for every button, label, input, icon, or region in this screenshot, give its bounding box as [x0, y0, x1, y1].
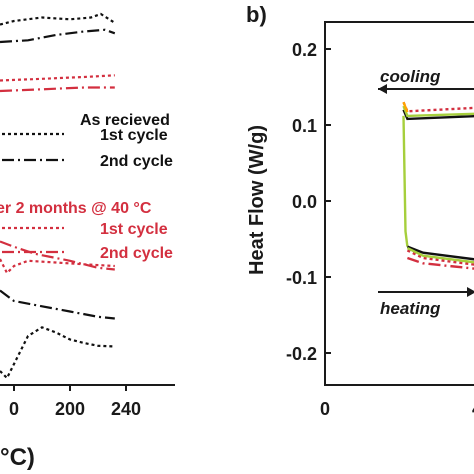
- panel-b: b) Heat Flow (W/g) 0.2 0.1 0.0 -0.1 -0.2 0 40…: [246, 2, 474, 419]
- panel-b-x-tick-label: 40: [472, 399, 474, 419]
- panel-a-legend: As recieved 1st cycle 2nd cycle er 2 mon…: [0, 112, 173, 262]
- panel-b-y-tick-label: 0.0: [292, 192, 317, 212]
- panel-a-x-label: °C): [0, 444, 35, 471]
- panel-b-series-line-6: [406, 249, 474, 266]
- panel-b-y-tick-label: 0.2: [292, 40, 317, 60]
- panel-b-annotation-2: heating: [380, 299, 441, 318]
- legend-group1-title: As recieved: [80, 112, 170, 129]
- panel-a-series-line-7: [0, 289, 115, 320]
- panel-b-series-line-8: [406, 245, 474, 261]
- panel-b-y-tick-label: -0.1: [286, 268, 317, 288]
- legend-label-3: 1st cycle: [100, 221, 168, 238]
- panel-a-x-tick-label: 0: [9, 399, 19, 419]
- panel-a-series-line-4: [0, 86, 115, 93]
- panel-b-x-tick-label: 0: [320, 399, 330, 419]
- legend-group2-title: er 2 months @ 40 °C: [0, 200, 152, 217]
- panel-a-x-tick-label: 240: [111, 399, 141, 419]
- panel-b-series-line-4: [402, 101, 409, 113]
- panel-b-series: [402, 101, 474, 270]
- panel-a-series-line-2: [0, 28, 116, 44]
- panel-a: 0 200 240 °C) As recieved 1st cycle 2nd cy…: [0, 12, 175, 471]
- legend-entry-3: 1st cycle: [2, 221, 168, 238]
- legend-label-4: 2nd cycle: [100, 245, 173, 262]
- panel-b-series-line-7: [407, 256, 474, 270]
- panel-b-y-label: Heat Flow (W/g): [246, 125, 268, 275]
- panel-b-label: b): [246, 2, 267, 27]
- panel-a-series-line-3: [0, 74, 115, 82]
- legend-entry-1: 1st cycle: [2, 127, 168, 144]
- panel-a-series-line-8: [0, 326, 115, 380]
- panel-a-x-tick-label: 200: [55, 399, 85, 419]
- panel-b-annotation-arrow-head-2: [467, 287, 474, 297]
- panel-b-y-tick-label: 0.1: [292, 116, 317, 136]
- legend-entry-2: 2nd cycle: [2, 153, 173, 170]
- panel-a-x-ticks: 0 200 240: [9, 385, 141, 419]
- panel-b-series-line-3: [402, 105, 474, 118]
- legend-label-2: 2nd cycle: [100, 153, 173, 170]
- panel-b-series-line-2: [402, 109, 474, 121]
- panel-a-series-line-6: [0, 240, 115, 271]
- panel-a-series-line-1: [0, 12, 116, 26]
- panel-b-y-tick-label: -0.2: [286, 344, 317, 364]
- panel-b-annotations: cooling heating: [378, 67, 474, 318]
- panel-b-y-ticks: 0.2 0.1 0.0 -0.1 -0.2: [286, 40, 331, 364]
- panel-a-series-line-5: [0, 258, 115, 275]
- panel-a-series: [0, 12, 116, 380]
- legend-entry-4: 2nd cycle: [2, 245, 173, 262]
- panel-b-x-ticks: 0 40: [320, 379, 474, 419]
- panel-b-annotation-1: cooling: [380, 67, 441, 86]
- panel-b-annotation-arrow-head-1: [378, 84, 387, 94]
- legend-label-1: 1st cycle: [100, 127, 168, 144]
- panel-b-series-line-1: [402, 101, 474, 113]
- panel-b-series-line-9: [406, 247, 474, 264]
- panel-b-plot-frame: [324, 21, 474, 386]
- panel-b-series-line-5: [402, 115, 409, 247]
